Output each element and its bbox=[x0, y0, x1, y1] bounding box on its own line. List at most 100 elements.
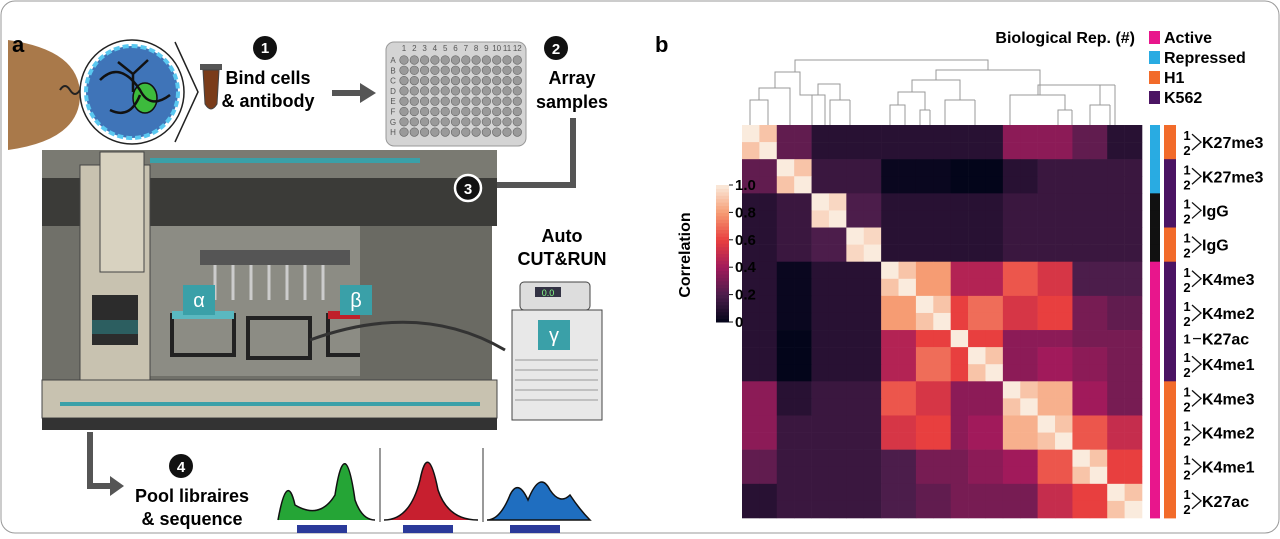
plate-col-label: 10 bbox=[492, 44, 501, 53]
colorbar-segment bbox=[716, 195, 729, 199]
heatmap-cell bbox=[951, 501, 969, 518]
heatmap-cell bbox=[1072, 262, 1090, 279]
colorbar-segment bbox=[716, 243, 729, 247]
heatmap-cell bbox=[1003, 262, 1021, 279]
colorbar-segment bbox=[716, 271, 729, 275]
heatmap-cell bbox=[985, 450, 1003, 467]
colorbar-tick-label: 1.0 bbox=[735, 177, 756, 194]
heatmap-cell bbox=[794, 381, 812, 398]
heatmap-cell bbox=[1055, 262, 1073, 279]
heatmap-cell bbox=[794, 142, 812, 159]
well bbox=[462, 87, 471, 96]
heatmap-cell bbox=[951, 467, 969, 484]
plate-col-label: 5 bbox=[443, 44, 448, 53]
heatmap-cell bbox=[1038, 313, 1056, 330]
well bbox=[513, 76, 522, 85]
colorbar-segment bbox=[716, 295, 729, 299]
heatmap-cell bbox=[1125, 415, 1143, 432]
heatmap-cell bbox=[794, 467, 812, 484]
heatmap-cell bbox=[916, 193, 934, 210]
heatmap-cell bbox=[812, 125, 830, 142]
activity-track bbox=[1150, 228, 1160, 245]
heatmap-cell bbox=[968, 193, 986, 210]
heatmap-cell bbox=[846, 159, 864, 176]
heatmap-cell bbox=[742, 484, 760, 501]
heatmap-cell bbox=[1090, 279, 1108, 296]
cell-track bbox=[1164, 330, 1176, 347]
rep-label: 1 bbox=[1183, 453, 1190, 468]
activity-track bbox=[1150, 193, 1160, 210]
well bbox=[441, 128, 450, 137]
heatmap-cell bbox=[1125, 210, 1143, 227]
heatmap-cell bbox=[777, 398, 795, 415]
well bbox=[420, 66, 429, 75]
heatmap-cell bbox=[881, 330, 899, 347]
legend-label: Repressed bbox=[1164, 50, 1246, 67]
heatmap-cell bbox=[812, 176, 830, 193]
heatmap-cell bbox=[777, 347, 795, 364]
well bbox=[410, 76, 419, 85]
rep-label: 2 bbox=[1183, 399, 1190, 414]
heatmap-cell bbox=[1020, 193, 1038, 210]
well bbox=[472, 128, 481, 137]
well bbox=[503, 97, 512, 106]
heatmap-cell bbox=[916, 415, 934, 432]
heatmap-cell bbox=[742, 415, 760, 432]
colorbar-segment bbox=[716, 216, 729, 220]
heatmap-cell bbox=[933, 398, 951, 415]
colorbar-segment bbox=[716, 288, 729, 292]
heatmap-cell bbox=[829, 210, 847, 227]
heatmap-cell bbox=[1107, 176, 1125, 193]
heatmap-cell bbox=[777, 262, 795, 279]
legend-swatch bbox=[1149, 31, 1160, 44]
well bbox=[492, 87, 501, 96]
heatmap-cell bbox=[1003, 415, 1021, 432]
activity-track bbox=[1150, 262, 1160, 279]
heatmap-cell bbox=[1055, 228, 1073, 245]
heatmap-cell bbox=[985, 415, 1003, 432]
heatmap-cell bbox=[1072, 501, 1090, 518]
heatmap-cell bbox=[968, 347, 986, 364]
heatmap-cell bbox=[846, 501, 864, 518]
heatmap-cell bbox=[846, 364, 864, 381]
heatmap-cell bbox=[864, 176, 882, 193]
well bbox=[431, 76, 440, 85]
well bbox=[441, 87, 450, 96]
well bbox=[482, 107, 491, 116]
heatmap-cell bbox=[759, 245, 777, 262]
heatmap-cell bbox=[968, 313, 986, 330]
heatmap-cell bbox=[759, 381, 777, 398]
well bbox=[472, 76, 481, 85]
heatmap-cell bbox=[1125, 381, 1143, 398]
heatmap-cell bbox=[881, 450, 899, 467]
heatmap-cell bbox=[864, 347, 882, 364]
well bbox=[482, 128, 491, 137]
heatmap-cell bbox=[1020, 245, 1038, 262]
heatmap-cell bbox=[829, 279, 847, 296]
well bbox=[462, 76, 471, 85]
heatmap-cell bbox=[1090, 176, 1108, 193]
well bbox=[441, 66, 450, 75]
heatmap-cell bbox=[1020, 313, 1038, 330]
heatmap-cell bbox=[1107, 501, 1125, 518]
heatmap-cell bbox=[742, 142, 760, 159]
well bbox=[410, 107, 419, 116]
heatmap-cell bbox=[1020, 125, 1038, 142]
rep-label: 2 bbox=[1183, 280, 1190, 295]
heatmap-cell bbox=[968, 262, 986, 279]
cell-track bbox=[1164, 142, 1176, 159]
heatmap-cell bbox=[1125, 398, 1143, 415]
heatmap-cell bbox=[1072, 125, 1090, 142]
heatmap-cell bbox=[1003, 125, 1021, 142]
well bbox=[420, 56, 429, 65]
heatmap-cell bbox=[1072, 450, 1090, 467]
heatmap-cell bbox=[742, 501, 760, 518]
heatmap-cell bbox=[1003, 450, 1021, 467]
cell-track bbox=[1164, 193, 1176, 210]
heatmap-cell bbox=[968, 467, 986, 484]
legend-title: Biological Rep. (#) bbox=[995, 30, 1135, 47]
heatmap-cell bbox=[1020, 330, 1038, 347]
heatmap-cell bbox=[968, 484, 986, 501]
well bbox=[462, 118, 471, 127]
heatmap-cell bbox=[881, 347, 899, 364]
